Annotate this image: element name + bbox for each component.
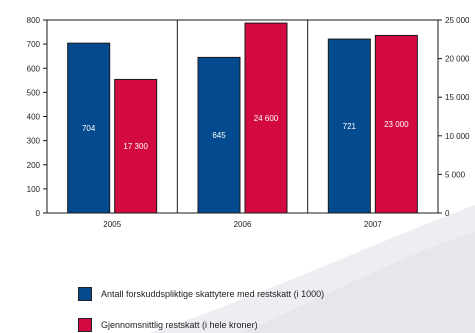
right-axis-tick-label: 10 000 [445, 132, 470, 141]
left-axis-tick-label: 100 [27, 185, 41, 194]
bar-count-2007 [327, 38, 371, 214]
right-axis-tick-label: 15 000 [445, 93, 470, 102]
data-label-average-2005: 17 300 [123, 142, 148, 151]
data-label-count-2006: 645 [212, 131, 226, 140]
bar-count-2006 [197, 56, 241, 214]
right-axis-tick-label: 25 000 [445, 16, 470, 25]
right-axis-tick-label: 20 000 [445, 55, 470, 64]
bar-average-2007 [374, 34, 418, 214]
legend-label-average: Gjennomsnittlig restskatt (i hele kroner… [101, 320, 258, 330]
right-axis-tick-label: 5 000 [445, 170, 466, 179]
legend-item-average: Gjennomsnittlig restskatt (i hele kroner… [78, 318, 258, 332]
left-axis-tick-label: 300 [27, 137, 41, 146]
legend-swatch-average [78, 318, 92, 332]
left-axis-tick-label: 800 [27, 16, 41, 25]
bar-average-2006 [244, 22, 288, 214]
left-axis-tick-label: 500 [27, 88, 41, 97]
left-axis-tick-label: 700 [27, 40, 41, 49]
x-tick-label-2007: 2007 [364, 220, 382, 229]
legend-label-count: Antall forskuddspliktige skattytere med … [101, 289, 325, 299]
data-label-count-2007: 721 [343, 122, 357, 131]
x-tick-label-2006: 2006 [234, 220, 252, 229]
left-axis-tick-label: 600 [27, 64, 41, 73]
left-axis-tick-label: 0 [36, 209, 41, 218]
x-tick-label-2005: 2005 [103, 220, 121, 229]
data-label-count-2005: 704 [82, 124, 96, 133]
data-label-average-2006: 24 600 [254, 114, 279, 123]
right-axis-tick-label: 0 [445, 209, 450, 218]
left-axis-tick-label: 200 [27, 161, 41, 170]
legend-item-count: Antall forskuddspliktige skattytere med … [78, 287, 324, 301]
left-axis-tick-label: 400 [27, 113, 41, 122]
data-label-average-2007: 23 000 [384, 120, 409, 129]
bar-count-2005 [67, 42, 111, 214]
legend-swatch-count [78, 287, 92, 301]
